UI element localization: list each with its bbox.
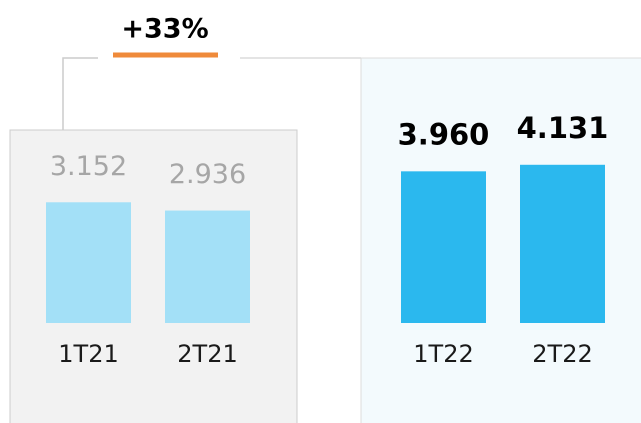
value-label: 3.960 [398,117,490,151]
annotation: +33% [121,14,208,45]
value-label: 2.936 [169,159,246,190]
value-label: 3.152 [50,151,127,182]
bar [520,164,605,323]
category-label: 2T22 [532,340,592,368]
bar [46,202,131,323]
connector-line [62,57,98,130]
bar [165,210,250,323]
category-label: 2T21 [177,340,237,368]
value-label: 4.131 [517,111,609,145]
category-label: 1T21 [58,340,118,368]
category-label: 1T22 [413,340,473,368]
bar [401,171,486,323]
